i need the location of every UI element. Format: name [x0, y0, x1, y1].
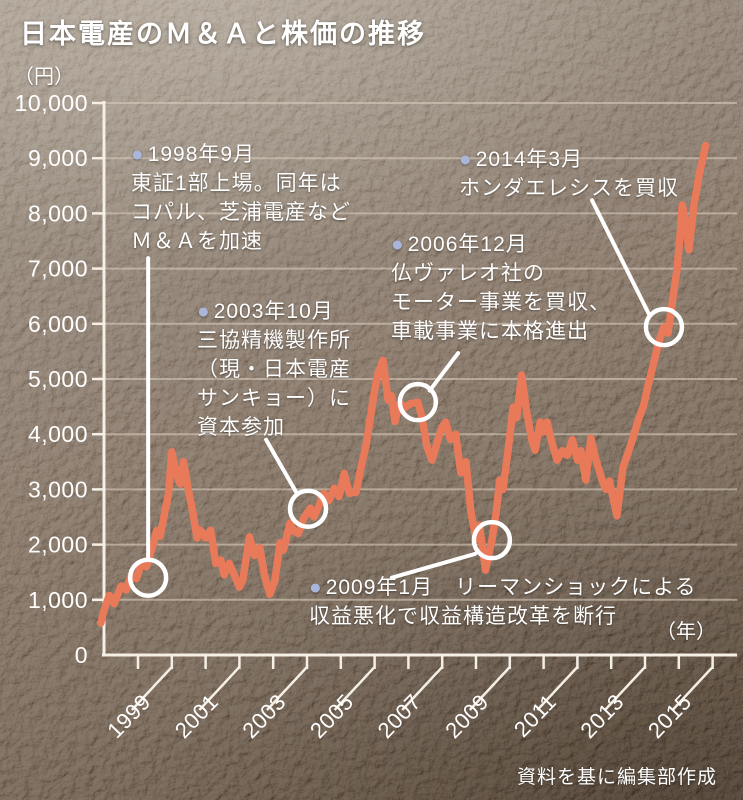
annotation-date-line: ● 2003年10月	[197, 297, 351, 326]
y-tick-label: 9,000	[28, 145, 88, 171]
x-label-slash	[198, 666, 241, 711]
annotation-line: 収益悪化で収益構造改革を断行	[309, 605, 617, 628]
x-label-slash	[604, 666, 646, 711]
y-tick-label: 2,000	[28, 532, 88, 558]
x-tick-label: 2013	[575, 689, 628, 743]
annotation-line: ホンダエレシスを買収	[459, 177, 679, 200]
bullet-icon: ●	[131, 143, 145, 166]
bullet-icon: ●	[197, 300, 211, 323]
x-tick-label: 2011	[509, 689, 561, 742]
annotation-leader-line	[389, 551, 477, 580]
event-marker-circle	[643, 306, 685, 348]
annotation-2014-elesys: ● 2014年3月 ホンダエレシスを買収	[459, 145, 679, 203]
y-tick-label: 7,000	[28, 256, 88, 282]
bullet-icon: ●	[459, 148, 473, 171]
x-label-slash	[671, 666, 714, 711]
annotation-line: サンキョー）に	[197, 387, 351, 410]
annotation-line: 三協精機製作所	[197, 329, 351, 352]
x-label-slash	[536, 666, 579, 711]
annotation-line: モーター事業を買収、	[391, 291, 611, 314]
x-label-slash	[468, 666, 511, 711]
y-axis-unit-label: （円）	[14, 66, 74, 88]
annotation-leader-line	[264, 437, 299, 495]
annotation-date: 2009年1月 リーマンショックによる	[325, 576, 697, 599]
annotation-2009-lehman: ● 2009年1月 リーマンショックによる 収益悪化で収益構造改革を断行	[309, 573, 696, 631]
annotation-date: 2006年12月	[407, 233, 528, 256]
x-tick-label: 2001	[170, 689, 223, 743]
annotation-line: 東証1部上場。同年は	[131, 172, 342, 195]
x-tick-label: 2005	[305, 689, 358, 743]
annotation-date-line: ● 2014年3月	[459, 145, 679, 174]
annotation-line: 仏ヴァレオ社の	[391, 262, 545, 285]
event-marker-circle	[127, 557, 169, 598]
x-label-slash	[130, 666, 173, 711]
x-label-slash	[401, 666, 444, 711]
annotation-line: （現・日本電産	[197, 358, 351, 381]
annotation-2003-sankyo: ● 2003年10月 三協精機製作所 （現・日本電産 サンキョー）に 資本参加	[197, 297, 351, 442]
event-marker-circle	[287, 488, 329, 529]
event-marker-circle	[471, 519, 513, 561]
y-tick-label: 10,000	[15, 90, 88, 116]
y-tick-label: 0	[75, 642, 88, 668]
x-tick-label: 2007	[373, 689, 426, 743]
annotation-1998-ipo: ● 1998年9月 東証1部上場。同年は コパル、芝浦電産など Ｍ＆Ａを加速	[131, 140, 351, 256]
annotation-leader-line	[589, 198, 652, 317]
x-tick-label: 2003	[237, 689, 290, 743]
annotation-line: 資本参加	[197, 416, 285, 439]
bullet-icon: ●	[391, 233, 405, 256]
x-axis-unit-label: （年）	[656, 621, 716, 643]
y-tick-label: 4,000	[28, 421, 88, 447]
x-tick-label: 1999	[102, 689, 155, 743]
y-tick-label: 3,000	[28, 476, 88, 502]
event-marker-circle	[397, 381, 439, 423]
x-tick-label: 2009	[440, 689, 493, 743]
annotation-line: Ｍ＆Ａを加速	[131, 230, 263, 253]
annotation-leader-line	[427, 351, 461, 393]
annotation-date-line: ● 1998年9月	[131, 140, 351, 169]
y-tick-label: 5,000	[28, 366, 88, 392]
annotation-date-line: ● 2009年1月 リーマンショックによる	[309, 573, 696, 602]
annotation-line: コパル、芝浦電産など	[131, 201, 351, 224]
credit-note: 資料を基に編集部作成	[516, 767, 717, 788]
annotation-date: 1998年9月	[147, 143, 256, 166]
y-tick-label: 6,000	[28, 311, 88, 337]
bullet-icon: ●	[309, 576, 323, 599]
annotation-date: 2014年3月	[475, 148, 584, 171]
annotation-date-line: ● 2006年12月	[391, 230, 611, 259]
y-tick-label: 1,000	[28, 587, 88, 613]
y-tick-label: 8,000	[28, 200, 88, 226]
annotation-line: 車載事業に本格進出	[391, 320, 589, 343]
annotation-date: 2003年10月	[213, 300, 334, 323]
annotation-2006-valeo: ● 2006年12月 仏ヴァレオ社の モーター事業を買収、 車載事業に本格進出	[391, 230, 611, 346]
x-label-slash	[266, 666, 308, 711]
x-label-slash	[333, 666, 376, 711]
chart-title: 日本電産のＭ＆Ａと株価の推移	[20, 19, 426, 49]
x-tick-label: 2015	[643, 689, 696, 743]
